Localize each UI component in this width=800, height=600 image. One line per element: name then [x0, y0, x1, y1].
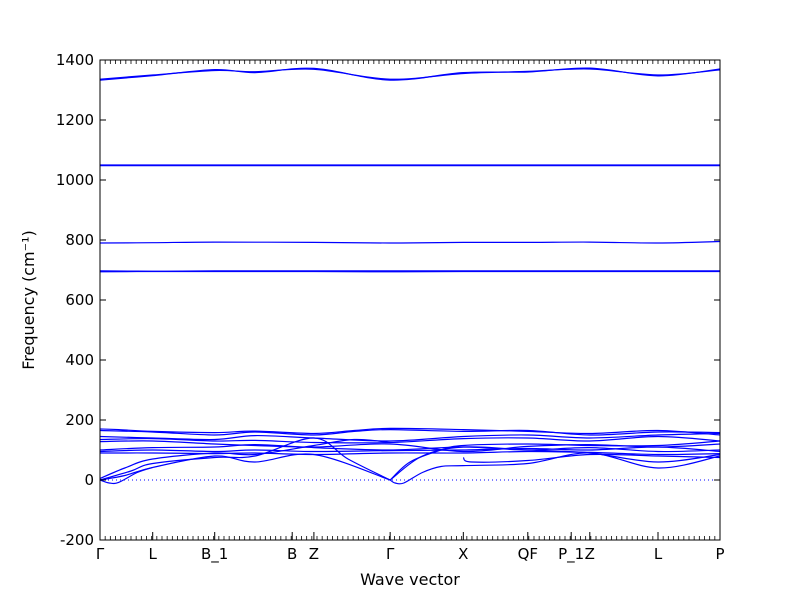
- band-line-11: [100, 435, 720, 444]
- band-line-21: [389, 446, 720, 481]
- x-tick-label: QF: [518, 545, 538, 563]
- y-axis-label: Frequency (cm⁻¹): [19, 230, 38, 369]
- band-line-20: [389, 440, 720, 481]
- x-tick-label: Γ: [96, 545, 105, 563]
- y-tick-label: 1000: [56, 171, 94, 189]
- x-tick-label: B: [287, 545, 297, 563]
- y-tick-label: 0: [84, 471, 94, 489]
- x-tick-label: L: [654, 545, 663, 563]
- band-line-14: [100, 446, 720, 453]
- x-tick-label: Z: [585, 545, 595, 563]
- y-tick-label: 400: [65, 351, 94, 369]
- x-tick-label: Z: [309, 545, 319, 563]
- band-line-16: [100, 438, 391, 480]
- band-line-2: [100, 68, 720, 80]
- plot-frame: [99, 59, 721, 541]
- band-line-23: [462, 453, 720, 463]
- y-tick-label: 200: [65, 411, 94, 429]
- y-tick-label: 600: [65, 291, 94, 309]
- band-line-19: [100, 466, 153, 485]
- band-line-10: [100, 432, 720, 442]
- y-tick-label: 1400: [56, 51, 94, 69]
- x-tick-label: P: [715, 545, 724, 563]
- y-tick-label: 800: [65, 231, 94, 249]
- chart-plot-area: [100, 67, 720, 485]
- y-tick-label: 1200: [56, 111, 94, 129]
- x-tick-label: P_1: [558, 545, 584, 564]
- x-tick-label: Γ: [386, 545, 395, 563]
- band-line-18: [100, 453, 391, 481]
- x-tick-label: B_1: [201, 545, 228, 564]
- series-group: [100, 67, 720, 485]
- x-tick-label: X: [458, 545, 468, 563]
- x-axis-label: Wave vector: [360, 570, 460, 589]
- band-line-17: [100, 437, 391, 481]
- band-line-9: [100, 428, 720, 436]
- y-tick-label: -200: [60, 531, 94, 549]
- x-tick-label: L: [149, 545, 158, 563]
- band-line-22: [389, 452, 720, 485]
- band-line-5: [100, 240, 720, 244]
